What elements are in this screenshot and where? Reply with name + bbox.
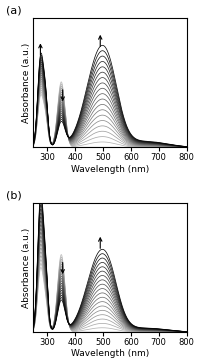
X-axis label: Wavelength (nm): Wavelength (nm) [71, 165, 149, 174]
X-axis label: Wavelength (nm): Wavelength (nm) [71, 349, 149, 359]
Text: (a): (a) [6, 5, 22, 16]
Y-axis label: Absorbance (a.u.): Absorbance (a.u.) [22, 43, 31, 123]
Text: (b): (b) [6, 190, 22, 200]
Y-axis label: Absorbance (a.u.): Absorbance (a.u.) [22, 228, 31, 308]
